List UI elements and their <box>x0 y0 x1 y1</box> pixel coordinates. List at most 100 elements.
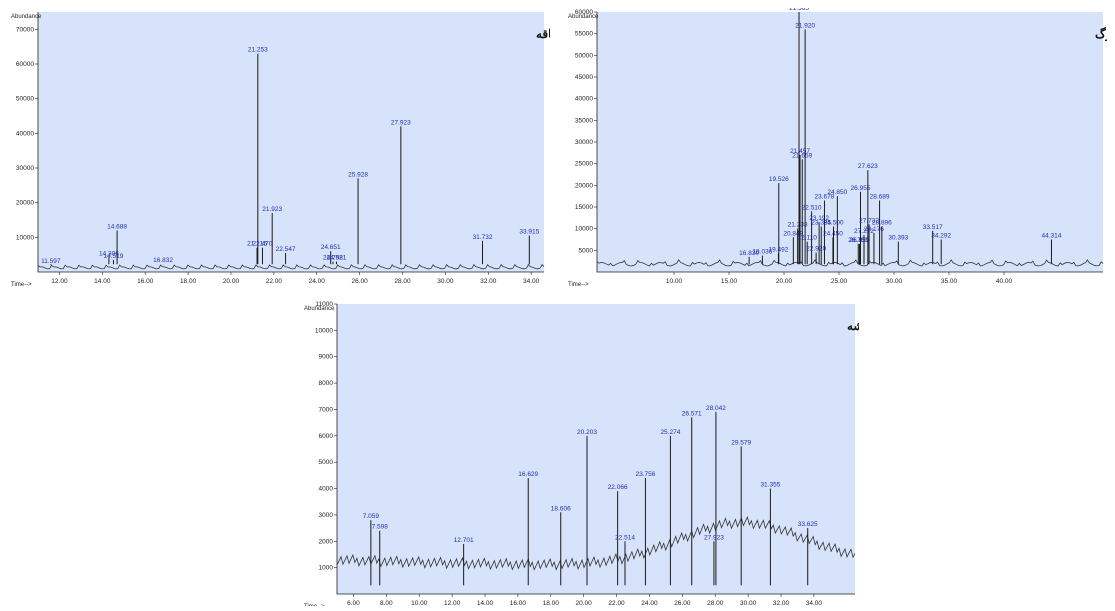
y-tick-label: 45000 <box>575 74 593 81</box>
x-axis-label: Time--> <box>568 282 589 288</box>
x-tick-label: 34.00 <box>523 278 540 285</box>
peak-label: 26.955 <box>851 185 871 192</box>
panel-title: (ج) ریشه <box>847 319 859 334</box>
peak-label: 33.517 <box>923 224 943 231</box>
peak-label: 22.547 <box>276 246 296 253</box>
x-tick-label: 16.00 <box>510 600 527 606</box>
peak-label: 21.216 <box>247 241 267 248</box>
peak-label: 23.192 <box>809 215 829 222</box>
y-tick-label: 55000 <box>575 31 593 38</box>
peak-label: 23.678 <box>815 194 835 201</box>
y-tick-label: 2000 <box>319 538 334 545</box>
y-tick-label: 50000 <box>16 96 34 103</box>
chromatogram-root: Abundance Time--> 1000 2000 3000 4000 5000 6000… <box>303 300 892 611</box>
x-axis-label: Time--> <box>11 282 32 288</box>
y-tick-label: 50000 <box>575 52 593 59</box>
x-tick-label: 14.00 <box>477 600 494 606</box>
y-tick-label: 30000 <box>575 139 593 146</box>
x-tick-label: 26.00 <box>351 278 368 285</box>
y-tick-label: 60000 <box>16 61 34 68</box>
x-tick-label: 35.00 <box>941 278 958 285</box>
peak-label: 21.920 <box>795 22 815 29</box>
peak-label: 14.306 <box>99 250 119 257</box>
y-axis-label: Abundance <box>304 306 335 312</box>
peak-label: 14.688 <box>107 223 127 230</box>
x-tick-label: 28.00 <box>394 278 411 285</box>
y-tick-label: 11000 <box>315 301 333 308</box>
x-tick-label: 10.00 <box>666 278 683 285</box>
y-tick-label: 5000 <box>579 247 594 254</box>
peak-label: 21.457 <box>790 148 810 155</box>
peak-label: 27.732 <box>859 217 879 224</box>
y-tick-label: 20000 <box>16 200 34 207</box>
peak-label: 16.830 <box>739 250 759 257</box>
y-tick-label: 15000 <box>575 204 593 211</box>
peak-label: 7.059 <box>363 513 380 520</box>
peak-label: 22.920 <box>806 246 826 253</box>
peak-label: 25.928 <box>348 171 368 178</box>
peak-label: 33.625 <box>798 521 818 528</box>
x-tick-label: 12.00 <box>51 278 68 285</box>
x-tick-label: 32.00 <box>480 278 497 285</box>
x-tick-label: 18.00 <box>180 278 197 285</box>
peak-label: 28.896 <box>872 220 892 227</box>
peak-label: 16.832 <box>153 257 173 264</box>
panel-title: (الف) ساقه <box>536 27 550 41</box>
peak-label: 21.365 <box>789 8 809 12</box>
peak-label: 19.526 <box>769 176 789 183</box>
peak-label: 26.750 <box>848 237 868 244</box>
y-tick-label: 40000 <box>575 96 593 103</box>
x-tick-label: 20.00 <box>576 600 593 606</box>
x-tick-label: 22.00 <box>266 278 283 285</box>
y-tick-label: 6000 <box>319 433 334 440</box>
peak-label: 24.651 <box>321 244 341 251</box>
y-tick-label: 1000 <box>319 565 334 572</box>
x-tick-label: 24.00 <box>641 600 658 606</box>
peak-label: 26.859 <box>850 237 870 244</box>
peak-label: 24.921 <box>327 255 347 262</box>
peak-label: 34.292 <box>931 233 951 240</box>
peak-label: 22.066 <box>608 484 628 491</box>
y-tick-label: 10000 <box>315 327 333 334</box>
peak-label: 25.274 <box>660 429 680 436</box>
peak-label: 29.579 <box>731 439 751 446</box>
x-tick-label: 28.00 <box>707 600 724 606</box>
peak-label: 26.571 <box>682 410 702 417</box>
x-tick-label: 12.00 <box>444 600 461 606</box>
peak-label: 28.042 <box>706 405 726 412</box>
y-tick-label: 20000 <box>575 182 593 189</box>
peak-label: 27.272 <box>854 228 874 235</box>
peak-label: 24.850 <box>827 189 847 196</box>
chromatogram-stem-svg: Abundance Time--> 10000 20000 30000 40000 5000… <box>11 12 593 288</box>
chromatogram-root-svg: Abundance Time--> 1000 2000 3000 4000 5000 6000… <box>304 301 892 610</box>
peak-label: 28.176 <box>864 226 884 233</box>
peak-label: 44.314 <box>1042 233 1062 240</box>
peak-label: 23.756 <box>635 471 655 478</box>
y-tick-label: 60000 <box>575 9 593 16</box>
y-axis-label: Abundance <box>568 14 599 20</box>
baseline-trace <box>37 263 545 270</box>
peak-label: 27.923 <box>391 119 411 126</box>
x-tick-label: 15.00 <box>721 278 738 285</box>
x-tick-label: 22.00 <box>608 600 625 606</box>
peak-label: 33.915 <box>519 229 539 236</box>
x-tick-label: 8.00 <box>380 600 393 606</box>
plot-area <box>597 12 1103 272</box>
peak-label: 30.393 <box>888 235 908 242</box>
peak-label: 16.629 <box>518 471 538 478</box>
peak-label: 18.606 <box>551 505 571 512</box>
baseline-trace <box>336 516 856 571</box>
baseline-trace <box>596 259 1104 267</box>
y-tick-label: 25000 <box>575 161 593 168</box>
x-tick-label: 40.00 <box>996 278 1013 285</box>
peak-label: 21.470 <box>253 241 273 248</box>
panel-title: (ب) برگ <box>1095 26 1107 42</box>
peak-label: 22.514 <box>615 534 635 541</box>
x-tick-label: 10.00 <box>411 600 428 606</box>
x-tick-label: 25.00 <box>831 278 848 285</box>
x-tick-label: 30.00 <box>886 278 903 285</box>
y-tick-label: 70000 <box>16 26 34 33</box>
x-tick-label: 18.00 <box>543 600 560 606</box>
x-tick-label: 30.00 <box>740 600 757 606</box>
peak-label: 22.510 <box>802 204 822 211</box>
